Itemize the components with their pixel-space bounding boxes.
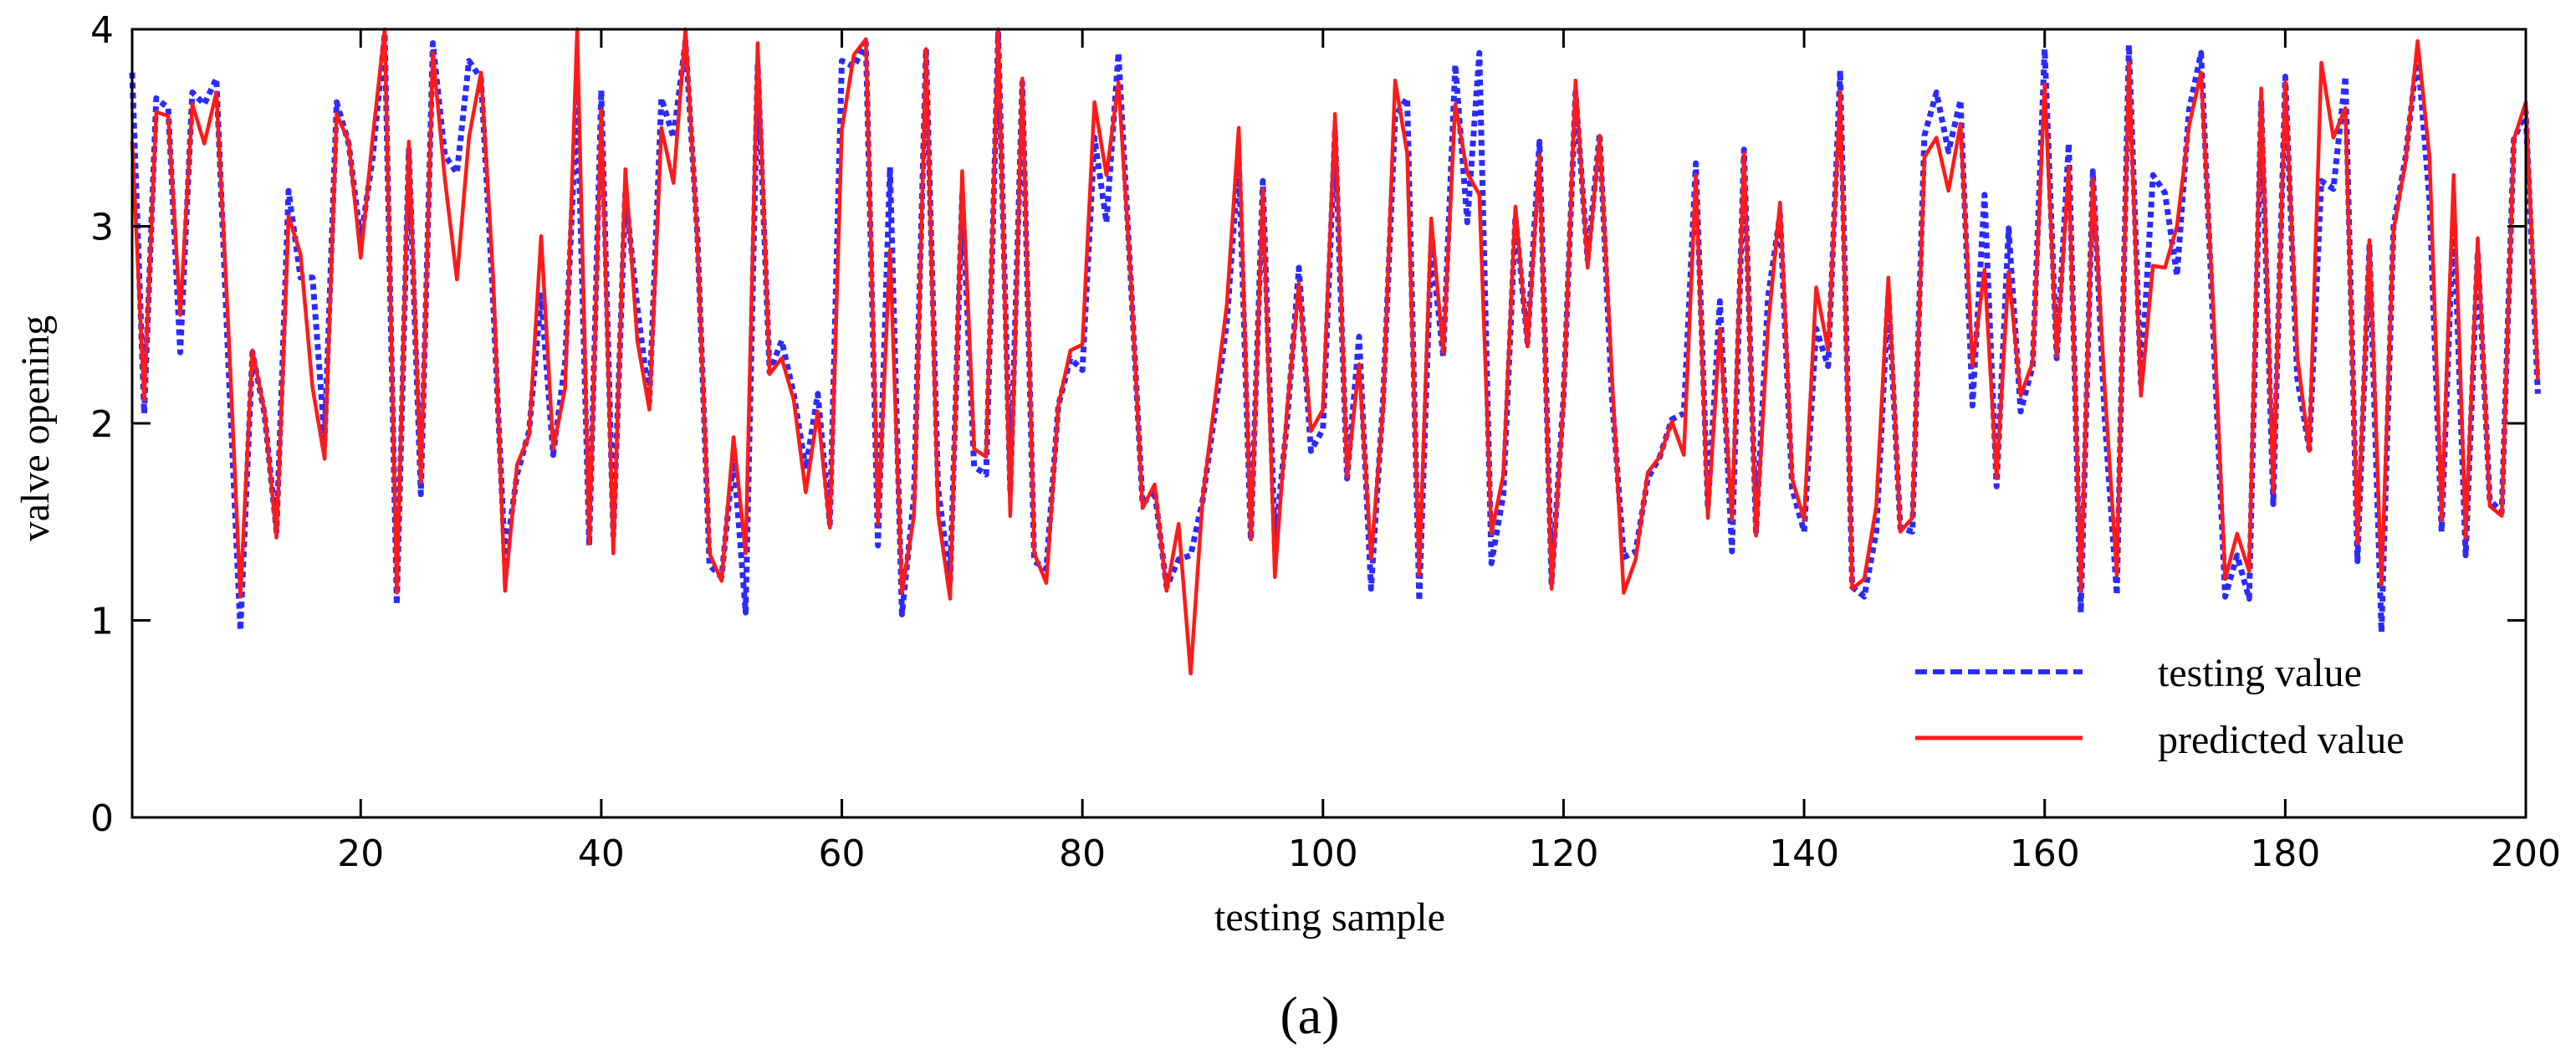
x-tick-label: 60 [819,832,866,875]
x-tick-label: 40 [578,832,625,875]
x-tick-label: 180 [2250,832,2320,875]
series-layer [129,27,2541,676]
y-axis-title: valve opening [13,315,58,542]
x-tick-label: 20 [337,832,384,875]
y-tick-label: 4 [90,9,114,52]
legend: testing value predicted value [1915,651,2405,762]
x-tick-label: 160 [2010,832,2080,875]
x-tick-label: 200 [2491,832,2561,875]
x-axis-title: testing sample [1214,895,1445,940]
x-tick-label: 140 [1769,832,1839,875]
x-tick-label: 120 [1528,832,1598,875]
x-tick-label: 100 [1288,832,1358,875]
y-tick-label: 3 [90,207,114,249]
x-tick-label: 80 [1059,832,1106,875]
y-tick-label: 2 [90,403,114,446]
plot-background [132,29,2526,817]
y-tick-label: 1 [90,601,114,643]
y-tick-label: 0 [90,797,114,840]
figure-caption: (a) [1280,986,1339,1045]
legend-label-testing-value: testing value [2158,651,2362,695]
series-line-predicted-value [130,27,2540,676]
y-axis: 0 1 2 3 4 [90,9,2526,840]
x-axis: 20 40 60 80 100 120 140 160 180 200 [337,29,2561,875]
legend-label-predicted-value: predicted value [2158,718,2405,762]
